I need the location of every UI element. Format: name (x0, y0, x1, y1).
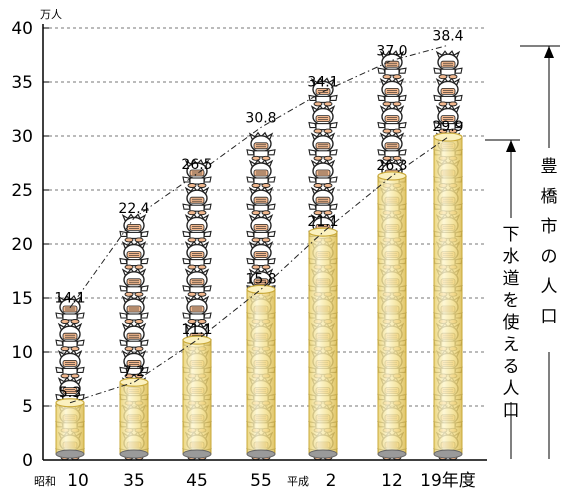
resident-figure (308, 104, 338, 134)
sewer-cylinders (55, 132, 463, 459)
resident-figure (119, 294, 149, 324)
total-population-line (69, 44, 449, 404)
total-value-label: 22.4 (118, 201, 149, 217)
sewer-cylinder-bar (246, 284, 276, 459)
x-tick-label: 10 (67, 471, 89, 491)
x-tick-label: 19年度 (420, 471, 476, 491)
resident-figure (433, 77, 463, 107)
y-tick-label: 25 (11, 181, 33, 201)
resident-figure (377, 77, 407, 107)
sewer-cylinder-bar (377, 171, 407, 459)
resident-figure (377, 131, 407, 161)
total-value-label: 37.0 (376, 43, 407, 59)
resident-figure (182, 240, 212, 270)
sewer-value-label: 11.1 (181, 322, 212, 338)
data-labels: 14.1 5.3 22.4 7.2 26.5 11.1 30.8 15.8 34.1 21.1 37… (54, 28, 463, 400)
total-value-label: 38.4 (432, 28, 463, 44)
sewer-value-label: 26.3 (376, 158, 407, 174)
resident-figure (308, 131, 338, 161)
x-tick-label: 45 (186, 471, 208, 491)
resident-figure (377, 104, 407, 134)
x-tick-label: 2 (326, 471, 337, 491)
resident-figure (55, 322, 85, 352)
legend-sewer-label: 下水道を使える人口 (503, 225, 520, 421)
y-tick-label: 10 (11, 343, 33, 363)
x-tick-label: 35 (123, 471, 145, 491)
resident-figure (182, 213, 212, 243)
resident-figure (246, 131, 276, 161)
total-value-label: 34.1 (307, 75, 338, 91)
y-tick-label: 0 (22, 451, 33, 471)
x-tick-label: 12 (381, 471, 403, 491)
resident-figure (182, 267, 212, 297)
resident-figure (246, 158, 276, 188)
sewer-cylinder-bar (308, 227, 338, 459)
resident-figure (182, 294, 212, 324)
total-value-label: 26.5 (181, 157, 212, 173)
resident-figure (308, 158, 338, 188)
resident-figure (119, 322, 149, 352)
resident-figure (433, 104, 463, 134)
total-population-line (69, 44, 449, 309)
resident-figure (55, 349, 85, 379)
total-value-label: 14.1 (54, 291, 85, 307)
resident-figure (119, 240, 149, 270)
x-era-label: 昭和 (34, 475, 56, 488)
sewer-value-label: 7.2 (123, 364, 145, 380)
resident-figure (182, 186, 212, 216)
y-tick-label: 40 (11, 19, 33, 39)
resident-figure (377, 50, 407, 80)
y-axis: 0 5 10 15 20 25 30 35 40 (11, 19, 487, 471)
sewer-value-label: 21.1 (307, 214, 338, 230)
sewer-cylinder-bar (119, 377, 149, 459)
sewer-cylinder-bar (433, 132, 463, 459)
resident-figure (119, 267, 149, 297)
y-tick-label: 20 (11, 235, 33, 255)
sewer-cylinder-bar (182, 335, 212, 459)
resident-figure (246, 213, 276, 243)
sewer-value-label: 15.8 (245, 271, 276, 287)
legend-total-population: 豊橋市の人口 (520, 45, 560, 459)
x-axis-labels: 昭和 10 35 45 55 平成 2 12 19年度 (34, 471, 476, 491)
resident-figure (433, 50, 463, 80)
x-era-label: 平成 (287, 475, 309, 488)
total-value-label: 30.8 (245, 110, 276, 126)
legend-total-label: 豊橋市の人口 (541, 157, 558, 327)
resident-figure (246, 186, 276, 216)
resident-figure (119, 349, 149, 379)
sewer-value-label: 5.3 (59, 385, 81, 401)
y-unit-label: 万人 (40, 8, 62, 21)
legend-sewer-population: 下水道を使える人口 (485, 139, 520, 459)
resident-figure (308, 77, 338, 107)
y-tick-label: 5 (22, 397, 33, 417)
x-tick-label: 55 (250, 471, 272, 491)
resident-figure (308, 186, 338, 216)
resident-figure (246, 240, 276, 270)
y-tick-label: 15 (11, 289, 33, 309)
y-tick-label: 35 (11, 73, 33, 93)
sewer-value-label: 29.9 (432, 119, 463, 135)
sewer-cylinder-bar (55, 398, 85, 459)
y-tick-label: 30 (11, 127, 33, 147)
